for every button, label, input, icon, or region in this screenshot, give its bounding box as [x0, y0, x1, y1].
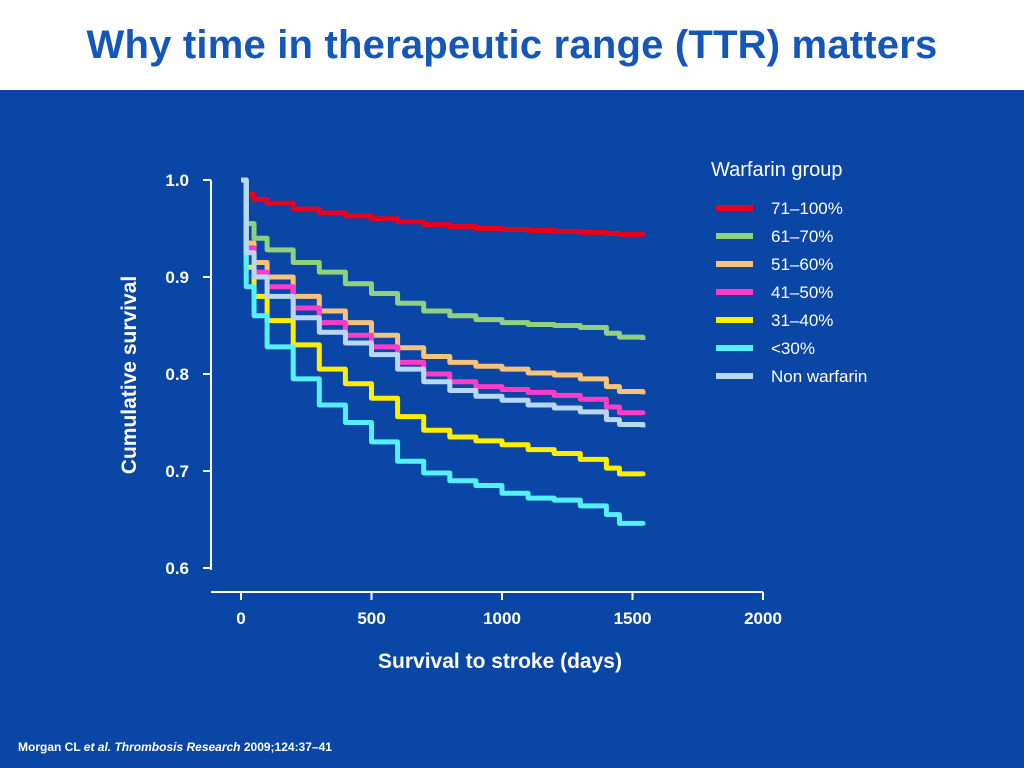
citation-journal: Thrombosis Research: [111, 740, 241, 754]
series-line-2: [241, 177, 646, 341]
chart-panel: 0.6 0.7 0.8 0.9 1.0 0 500 1000 1500 2000 Survival …: [0, 90, 1024, 768]
series-line-3: [241, 177, 646, 395]
x-tick-label: 500: [357, 609, 385, 628]
chart-axes: 0.6 0.7 0.8 0.9 1.0 0 500 1000 1500 2000 Survival …: [118, 171, 782, 673]
x-tick-label: 2000: [744, 609, 782, 628]
legend-label: Non warfarin: [771, 367, 867, 386]
survival-chart: 0.6 0.7 0.8 0.9 1.0 0 500 1000 1500 2000 Survival …: [118, 159, 867, 673]
y-tick-label: 0.6: [165, 559, 189, 578]
citation-ref: 2009;124:37–41: [240, 740, 332, 754]
x-axis-label: Survival to stroke (days): [378, 650, 622, 673]
citation-etal: et al.: [83, 740, 112, 754]
slide-title-bar: Why time in therapeutic range (TTR) matt…: [0, 0, 1024, 90]
series-line-6: [241, 177, 646, 526]
legend-label: 61–70%: [771, 227, 833, 246]
slide-title: Why time in therapeutic range (TTR) matt…: [86, 22, 938, 67]
legend-label: <30%: [771, 339, 815, 358]
series-layer: [241, 177, 646, 526]
legend-title: Warfarin group: [711, 159, 843, 181]
y-tick-label: 0.8: [165, 365, 189, 384]
x-tick-label: 0: [236, 609, 245, 628]
y-tick-label: 0.7: [165, 462, 189, 481]
y-tick-label: 0.9: [165, 268, 189, 287]
x-tick-label: 1500: [614, 609, 652, 628]
x-tick-label: 1000: [483, 609, 521, 628]
legend-label: 41–50%: [771, 283, 833, 302]
y-axis-label: Cumulative survival: [118, 276, 141, 474]
y-tick-label: 1.0: [165, 171, 189, 190]
citation-author: Morgan CL: [18, 740, 84, 754]
series-line-1: [241, 177, 646, 237]
chart-legend: Warfarin group 71–100% 61–70% 51–60% 41–50% 3…: [711, 159, 867, 386]
legend-label: 51–60%: [771, 255, 833, 274]
citation: Morgan CL et al. Thrombosis Research 200…: [18, 740, 332, 754]
series-line-7: [241, 177, 646, 428]
legend-label: 31–40%: [771, 311, 833, 330]
legend-label: 71–100%: [771, 199, 843, 218]
